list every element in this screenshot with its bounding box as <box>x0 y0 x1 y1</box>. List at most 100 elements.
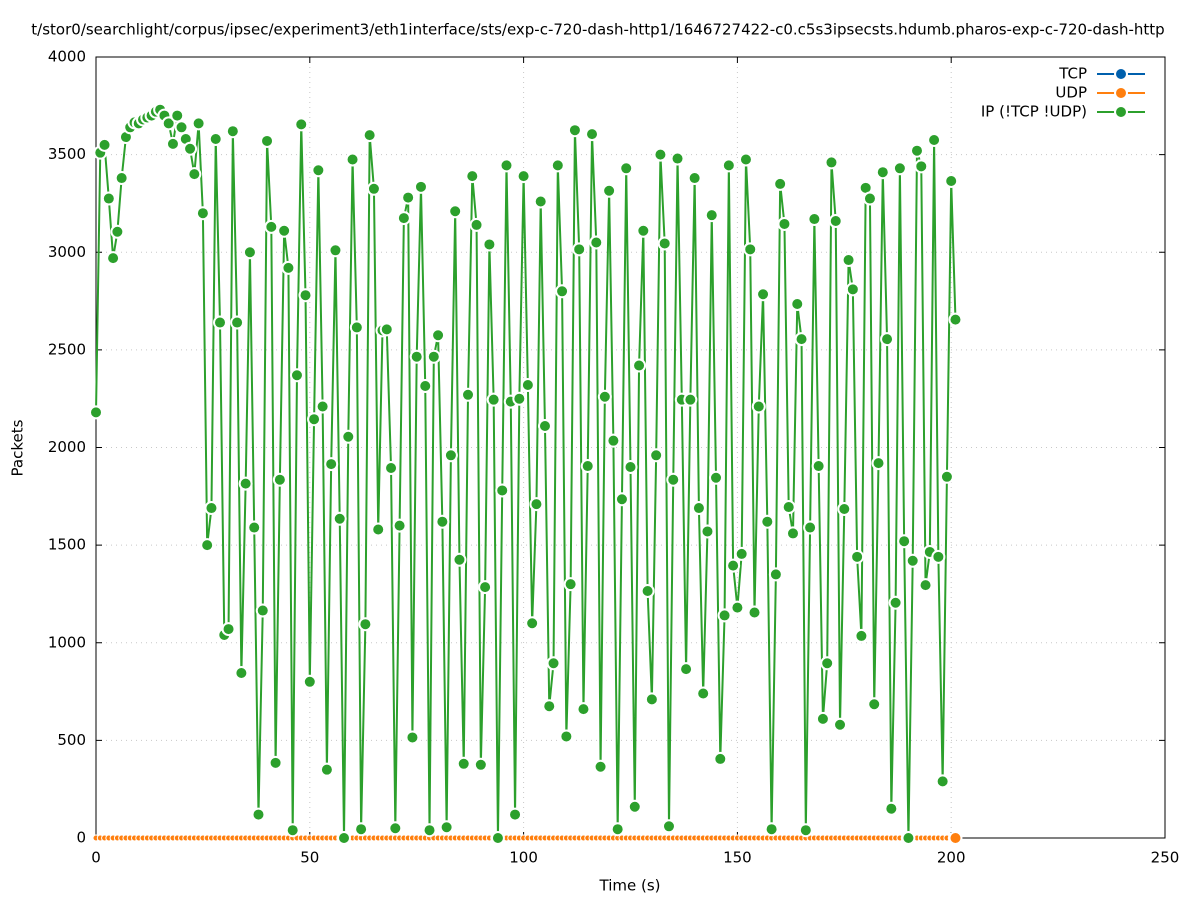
legend-marker <box>1114 67 1128 81</box>
data-point <box>401 190 416 205</box>
x-tick-label: 100 <box>509 849 538 867</box>
data-point <box>328 243 343 258</box>
x-tick-label: 200 <box>937 849 966 867</box>
legend-marker <box>1114 86 1128 100</box>
x-axis-label: Time (s) <box>599 877 661 895</box>
data-point <box>101 191 116 206</box>
data-point <box>627 799 642 814</box>
data-point <box>696 686 711 701</box>
data-point <box>204 501 219 516</box>
data-point <box>559 729 574 744</box>
data-point <box>901 831 916 845</box>
data-point <box>614 492 629 507</box>
data-point <box>426 349 441 364</box>
data-point <box>170 108 185 123</box>
y-tick-label: 3000 <box>48 243 86 261</box>
data-point <box>657 236 672 251</box>
data-point <box>469 217 484 232</box>
data-point <box>379 322 394 337</box>
data-point <box>187 167 202 182</box>
data-point <box>354 822 369 837</box>
data-point <box>546 656 561 671</box>
legend-marker <box>1114 105 1128 119</box>
data-point <box>837 502 852 517</box>
data-point <box>589 235 604 250</box>
data-point <box>828 214 843 229</box>
data-point <box>302 674 317 689</box>
data-point <box>174 120 189 135</box>
data-point <box>272 472 287 487</box>
data-point <box>867 697 882 712</box>
data-point <box>777 216 792 231</box>
data-point <box>884 801 899 816</box>
data-point <box>508 807 523 822</box>
data-point <box>948 831 963 845</box>
y-axis-label: Packets <box>9 419 27 476</box>
data-point <box>520 378 535 393</box>
data-point <box>580 459 595 474</box>
data-point <box>465 169 480 184</box>
data-point <box>89 405 103 420</box>
data-point <box>636 223 651 238</box>
data-point <box>798 823 813 838</box>
data-point <box>418 378 433 393</box>
data-point <box>768 567 783 582</box>
data-point <box>392 518 407 533</box>
data-point <box>490 831 505 845</box>
data-point <box>555 284 570 299</box>
data-point <box>905 553 920 568</box>
y-tick-label: 4000 <box>48 48 86 66</box>
data-point <box>533 194 548 209</box>
data-point <box>358 617 373 632</box>
data-point <box>384 461 399 476</box>
data-point <box>661 819 676 834</box>
legend-label: TCP <box>1058 65 1087 83</box>
data-point <box>691 501 706 516</box>
data-point <box>820 656 835 671</box>
data-point <box>567 123 582 138</box>
data-point <box>422 823 437 838</box>
data-point <box>606 433 621 448</box>
data-point <box>486 392 501 407</box>
y-tick-label: 1500 <box>48 536 86 554</box>
data-point <box>773 176 788 191</box>
data-point <box>948 312 963 327</box>
data-point <box>649 448 664 463</box>
data-point <box>362 128 377 143</box>
data-point <box>602 183 617 198</box>
data-point <box>161 116 176 131</box>
data-point <box>221 622 236 637</box>
data-point <box>709 470 724 485</box>
data-point <box>597 389 612 404</box>
data-point <box>516 169 531 184</box>
data-point <box>443 448 458 463</box>
y-tick-label: 0 <box>76 829 86 847</box>
data-point <box>110 224 125 239</box>
data-point <box>307 412 322 427</box>
data-point <box>585 127 600 142</box>
data-point <box>277 223 292 238</box>
data-point <box>845 282 860 297</box>
data-point <box>238 476 253 491</box>
data-point <box>478 580 493 595</box>
data-point <box>807 212 822 227</box>
data-point <box>909 143 924 158</box>
data-point <box>315 399 330 414</box>
data-point <box>704 208 719 223</box>
data-point <box>289 368 304 383</box>
data-point <box>666 472 681 487</box>
data-point <box>888 595 903 610</box>
data-point <box>413 179 428 194</box>
data-point <box>294 117 309 132</box>
data-point <box>191 116 206 131</box>
data-point <box>726 558 741 573</box>
y-tick-label: 2000 <box>48 438 86 456</box>
data-point <box>875 165 890 180</box>
data-point <box>114 171 129 186</box>
data-point <box>939 469 954 484</box>
data-point <box>473 757 488 772</box>
data-point <box>242 245 257 260</box>
data-point <box>341 429 356 444</box>
data-point <box>730 600 745 615</box>
y-tick-label: 3500 <box>48 145 86 163</box>
